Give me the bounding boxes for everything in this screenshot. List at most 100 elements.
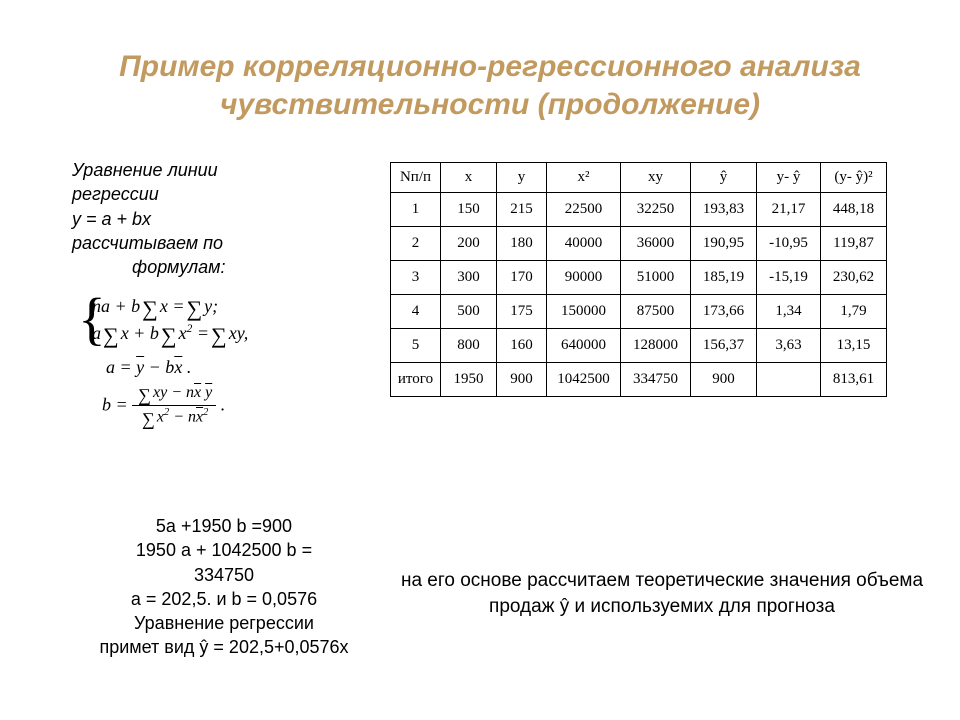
- table-cell: 185,19: [691, 261, 757, 295]
- frag: − b: [144, 357, 174, 377]
- table-cell: 334750: [621, 363, 691, 397]
- eq-line: 334750: [72, 563, 376, 587]
- table-cell: 813,61: [821, 363, 887, 397]
- sigma-icon: ∑: [136, 386, 153, 404]
- table-cell: -15,19: [757, 261, 821, 295]
- table-cell: 190,95: [691, 227, 757, 261]
- frag: =: [192, 323, 209, 343]
- table-cell: 1950: [441, 363, 497, 397]
- col-header: Nп/п: [391, 163, 441, 193]
- intro-line: рассчитываем по: [72, 231, 332, 255]
- table-cell: -10,95: [757, 227, 821, 261]
- intro-line: регрессии: [72, 182, 332, 206]
- table-row: 33001709000051000185,19-15,19230,62: [391, 261, 887, 295]
- frag: y: [205, 384, 212, 401]
- eq-line: примет вид ŷ = 202,5+0,0576х: [72, 635, 376, 659]
- col-header: y- ŷ: [757, 163, 821, 193]
- formula-block: { na + b∑x =∑y; a∑x + b∑x2 =∑xy, a = y −…: [78, 294, 328, 428]
- table-cell: 1: [391, 193, 441, 227]
- table-cell: 900: [497, 363, 547, 397]
- table-cell: 5: [391, 329, 441, 363]
- table-cell: 500: [441, 295, 497, 329]
- col-header: x²: [547, 163, 621, 193]
- exp: 2: [203, 407, 208, 418]
- table-cell: 150: [441, 193, 497, 227]
- sigma-icon: ∑: [140, 410, 157, 428]
- frag: x: [157, 408, 164, 425]
- table-cell: 900: [691, 363, 757, 397]
- sigma-icon: ∑: [209, 325, 229, 347]
- footnote-text: на его основе рассчитаем теоретические з…: [392, 568, 932, 619]
- table-cell: 1,34: [757, 295, 821, 329]
- system-row-1: na + b∑x =∑y;: [92, 296, 328, 320]
- col-header: xy: [621, 163, 691, 193]
- intro-line: Уравнение линии: [72, 158, 332, 182]
- table-cell: 180: [497, 227, 547, 261]
- table-cell: 150000: [547, 295, 621, 329]
- table-cell: 40000: [547, 227, 621, 261]
- table-cell: 170: [497, 261, 547, 295]
- frag: .: [216, 394, 225, 414]
- fraction: ∑xy − nx y ∑x2 − nx2: [132, 384, 216, 428]
- eq-line: Уравнение регрессии: [72, 611, 376, 635]
- table-cell: 87500: [621, 295, 691, 329]
- equation-system: { na + b∑x =∑y; a∑x + b∑x2 =∑xy,: [78, 296, 328, 347]
- numerator: ∑xy − nx y: [132, 384, 216, 406]
- table-cell: 640000: [547, 329, 621, 363]
- intro-line: y = a + bx: [72, 207, 332, 231]
- table-cell: 51000: [621, 261, 691, 295]
- frag: x =: [160, 296, 185, 316]
- table-row: итого19509001042500334750900813,61: [391, 363, 887, 397]
- table-cell: 3,63: [757, 329, 821, 363]
- sigma-icon: ∑: [140, 298, 160, 320]
- brace-icon: {: [78, 290, 106, 348]
- table-cell: 90000: [547, 261, 621, 295]
- table-cell: 21,17: [757, 193, 821, 227]
- table-cell: 1,79: [821, 295, 887, 329]
- table-cell: 215: [497, 193, 547, 227]
- frag: y;: [204, 296, 218, 316]
- table-cell: 800: [441, 329, 497, 363]
- table-cell: [757, 363, 821, 397]
- table-header-row: Nп/пxyx²xyŷy- ŷ(y- ŷ)²: [391, 163, 887, 193]
- table-body: 11502152250032250193,8321,17448,18220018…: [391, 193, 887, 397]
- table-cell: 193,83: [691, 193, 757, 227]
- frag: xy,: [229, 323, 249, 343]
- table-cell: 4: [391, 295, 441, 329]
- sigma-icon: ∑: [159, 325, 179, 347]
- table-cell: 156,37: [691, 329, 757, 363]
- table-cell: 448,18: [821, 193, 887, 227]
- table-row: 11502152250032250193,8321,17448,18: [391, 193, 887, 227]
- frag: y: [136, 357, 144, 377]
- intro-line: формулам:: [72, 255, 332, 279]
- frag: b =: [102, 394, 132, 414]
- col-header: ŷ: [691, 163, 757, 193]
- table-cell: 1042500: [547, 363, 621, 397]
- solved-equations: 5a +1950 b =900 1950 a + 1042500 b = 334…: [72, 514, 376, 660]
- table-cell: 13,15: [821, 329, 887, 363]
- table-row: 450017515000087500173,661,341,79: [391, 295, 887, 329]
- a-formula: a = y − bx .: [106, 357, 328, 378]
- eq-line: 5a +1950 b =900: [72, 514, 376, 538]
- table-cell: 300: [441, 261, 497, 295]
- table-cell: 22500: [547, 193, 621, 227]
- slide-title: Пример корреляционно-регрессионного анал…: [60, 48, 920, 123]
- col-header: y: [497, 163, 547, 193]
- table-cell: 173,66: [691, 295, 757, 329]
- frag: xy − n: [153, 384, 194, 401]
- regression-intro-text: Уравнение линии регрессии y = a + bx рас…: [72, 158, 332, 279]
- denominator: ∑x2 − nx2: [132, 406, 216, 428]
- table-cell: 3: [391, 261, 441, 295]
- table-cell: 128000: [621, 329, 691, 363]
- eq-line: а = 202,5. и b = 0,0576: [72, 587, 376, 611]
- table-cell: итого: [391, 363, 441, 397]
- frag: x + b: [121, 323, 159, 343]
- sigma-icon: ∑: [184, 298, 204, 320]
- frag: x: [179, 323, 187, 343]
- frag: − n: [169, 408, 196, 425]
- table-cell: 2: [391, 227, 441, 261]
- col-header: x: [441, 163, 497, 193]
- table-cell: 119,87: [821, 227, 887, 261]
- table-cell: 32250: [621, 193, 691, 227]
- table-cell: 230,62: [821, 261, 887, 295]
